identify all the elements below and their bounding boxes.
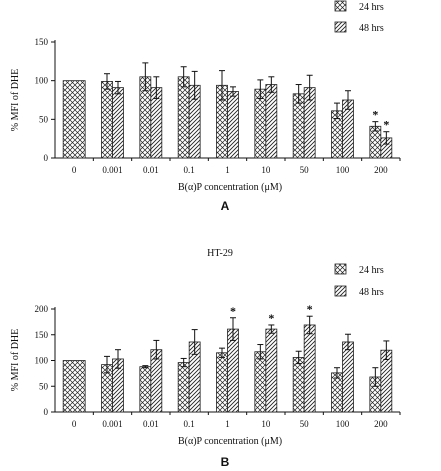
- panel-a-plot: 0 50 100 150 0 0.001 0.01 0.1 1 10 50 100 200 * *: [35, 37, 401, 175]
- panel-b-bar-24hrs: [331, 372, 343, 413]
- panel-a-xtick-label: 0.001: [102, 165, 122, 175]
- panel-b-ytick-label: 100: [35, 356, 49, 366]
- panel-a-xtick-label: 0: [72, 165, 77, 175]
- panel-b-significance-star: *: [230, 304, 236, 318]
- panel-a-bar-48hrs: [265, 84, 278, 159]
- panel-b-xtick-label: 0.1: [184, 419, 195, 429]
- panel-a-ytick-label: 100: [35, 76, 49, 86]
- panel-b-xlabel: B(α)P concentration (μM): [178, 436, 282, 447]
- panel-a-bar-24hrs: [101, 81, 113, 159]
- panel-b-bar-48hrs: [265, 328, 278, 413]
- panel-b-bar-24hrs: [216, 352, 228, 413]
- legend-a-label-48hrs: 48 hrs: [359, 23, 384, 34]
- panel-a-xtick-label: 10: [261, 165, 271, 175]
- legend-b-swatch-48hrs: [334, 285, 347, 297]
- panel-a-significance-star: *: [372, 108, 378, 122]
- panel-a-xtick-label: 0.1: [184, 165, 195, 175]
- panel-b-xtick-label: 200: [374, 419, 388, 429]
- panel-b-ytick-label: 150: [35, 330, 49, 340]
- panel-b-bar-48hrs: [303, 324, 316, 413]
- panel-b-ytick-label: 0: [44, 407, 49, 417]
- panel-a-significance-star: *: [383, 118, 389, 132]
- legend-a-swatch-48hrs: [334, 21, 347, 33]
- panel-a-xtick-label: 0.01: [143, 165, 159, 175]
- panel-a-bar-24hrs: [254, 88, 267, 159]
- panel-b-ylabel: % MFI of DHE: [10, 329, 21, 392]
- panel-b-bar-24hrs: [62, 360, 86, 413]
- panel-b-label: B: [221, 455, 230, 469]
- panel-b-significance-star: *: [307, 302, 313, 316]
- panel-a-ytick-label: 50: [39, 114, 49, 124]
- panel-b-bar-48hrs: [342, 341, 354, 413]
- panel-a-ytick-label: 150: [35, 37, 49, 47]
- panel-b-bar-24hrs: [177, 362, 190, 413]
- panel-b-significance-star: *: [268, 311, 274, 325]
- panel-b-xtick-label: 0.001: [102, 419, 122, 429]
- panel-b: HT-29 24 hrs 48 hrs % MFI of DHE 0501001…: [10, 248, 401, 469]
- legend-a-swatch-24hrs: [334, 0, 347, 12]
- legend-a: 24 hrs 48 hrs: [334, 0, 384, 34]
- panel-b-xtick-label: 0.01: [143, 419, 159, 429]
- panel-b-plot: 0 50 100 150 200 0 0.001 0.01 0.1 1 * 10 * 50 * 100 200: [35, 302, 401, 429]
- panel-a-xtick-label: 100: [336, 165, 350, 175]
- panel-b-bar-24hrs: [292, 357, 305, 413]
- legend-b-swatch-24hrs: [334, 263, 347, 275]
- panel-b-title: HT-29: [207, 248, 233, 259]
- panel-b-xtick-label: 10: [261, 419, 271, 429]
- panel-b-bar-24hrs: [139, 366, 152, 413]
- legend-b: 24 hrs 48 hrs: [334, 263, 384, 298]
- panel-b-ytick-label: 50: [39, 381, 49, 391]
- panel-b-ytick-label: 200: [35, 304, 49, 314]
- panel-a-xtick-label: 1: [225, 165, 230, 175]
- panel-a-bar-24hrs: [177, 76, 190, 159]
- legend-a-label-24hrs: 24 hrs: [359, 2, 384, 13]
- panel-a-ytick-label: 0: [44, 153, 49, 163]
- panel-b-xtick-label: 0: [72, 419, 77, 429]
- panel-a-bar-48hrs: [227, 91, 239, 159]
- panel-a-ylabel: % MFI of DHE: [10, 69, 21, 132]
- panel-a-bar-24hrs: [62, 80, 86, 159]
- panel-b-xtick-label: 100: [336, 419, 350, 429]
- legend-b-label-24hrs: 24 hrs: [359, 265, 384, 276]
- panel-b-bar-48hrs: [227, 328, 239, 413]
- panel-a-xtick-label: 50: [300, 165, 310, 175]
- panel-b-xtick-label: 50: [300, 419, 310, 429]
- panel-b-xtick-label: 1: [225, 419, 230, 429]
- panel-a-xtick-label: 200: [374, 165, 388, 175]
- panel-a-bar-48hrs: [112, 87, 124, 159]
- panel-a-label: A: [221, 199, 230, 213]
- legend-b-label-48hrs: 48 hrs: [359, 287, 384, 298]
- panel-a-xlabel: B(α)P concentration (μM): [178, 182, 282, 193]
- panel-b-bar-24hrs: [254, 351, 267, 413]
